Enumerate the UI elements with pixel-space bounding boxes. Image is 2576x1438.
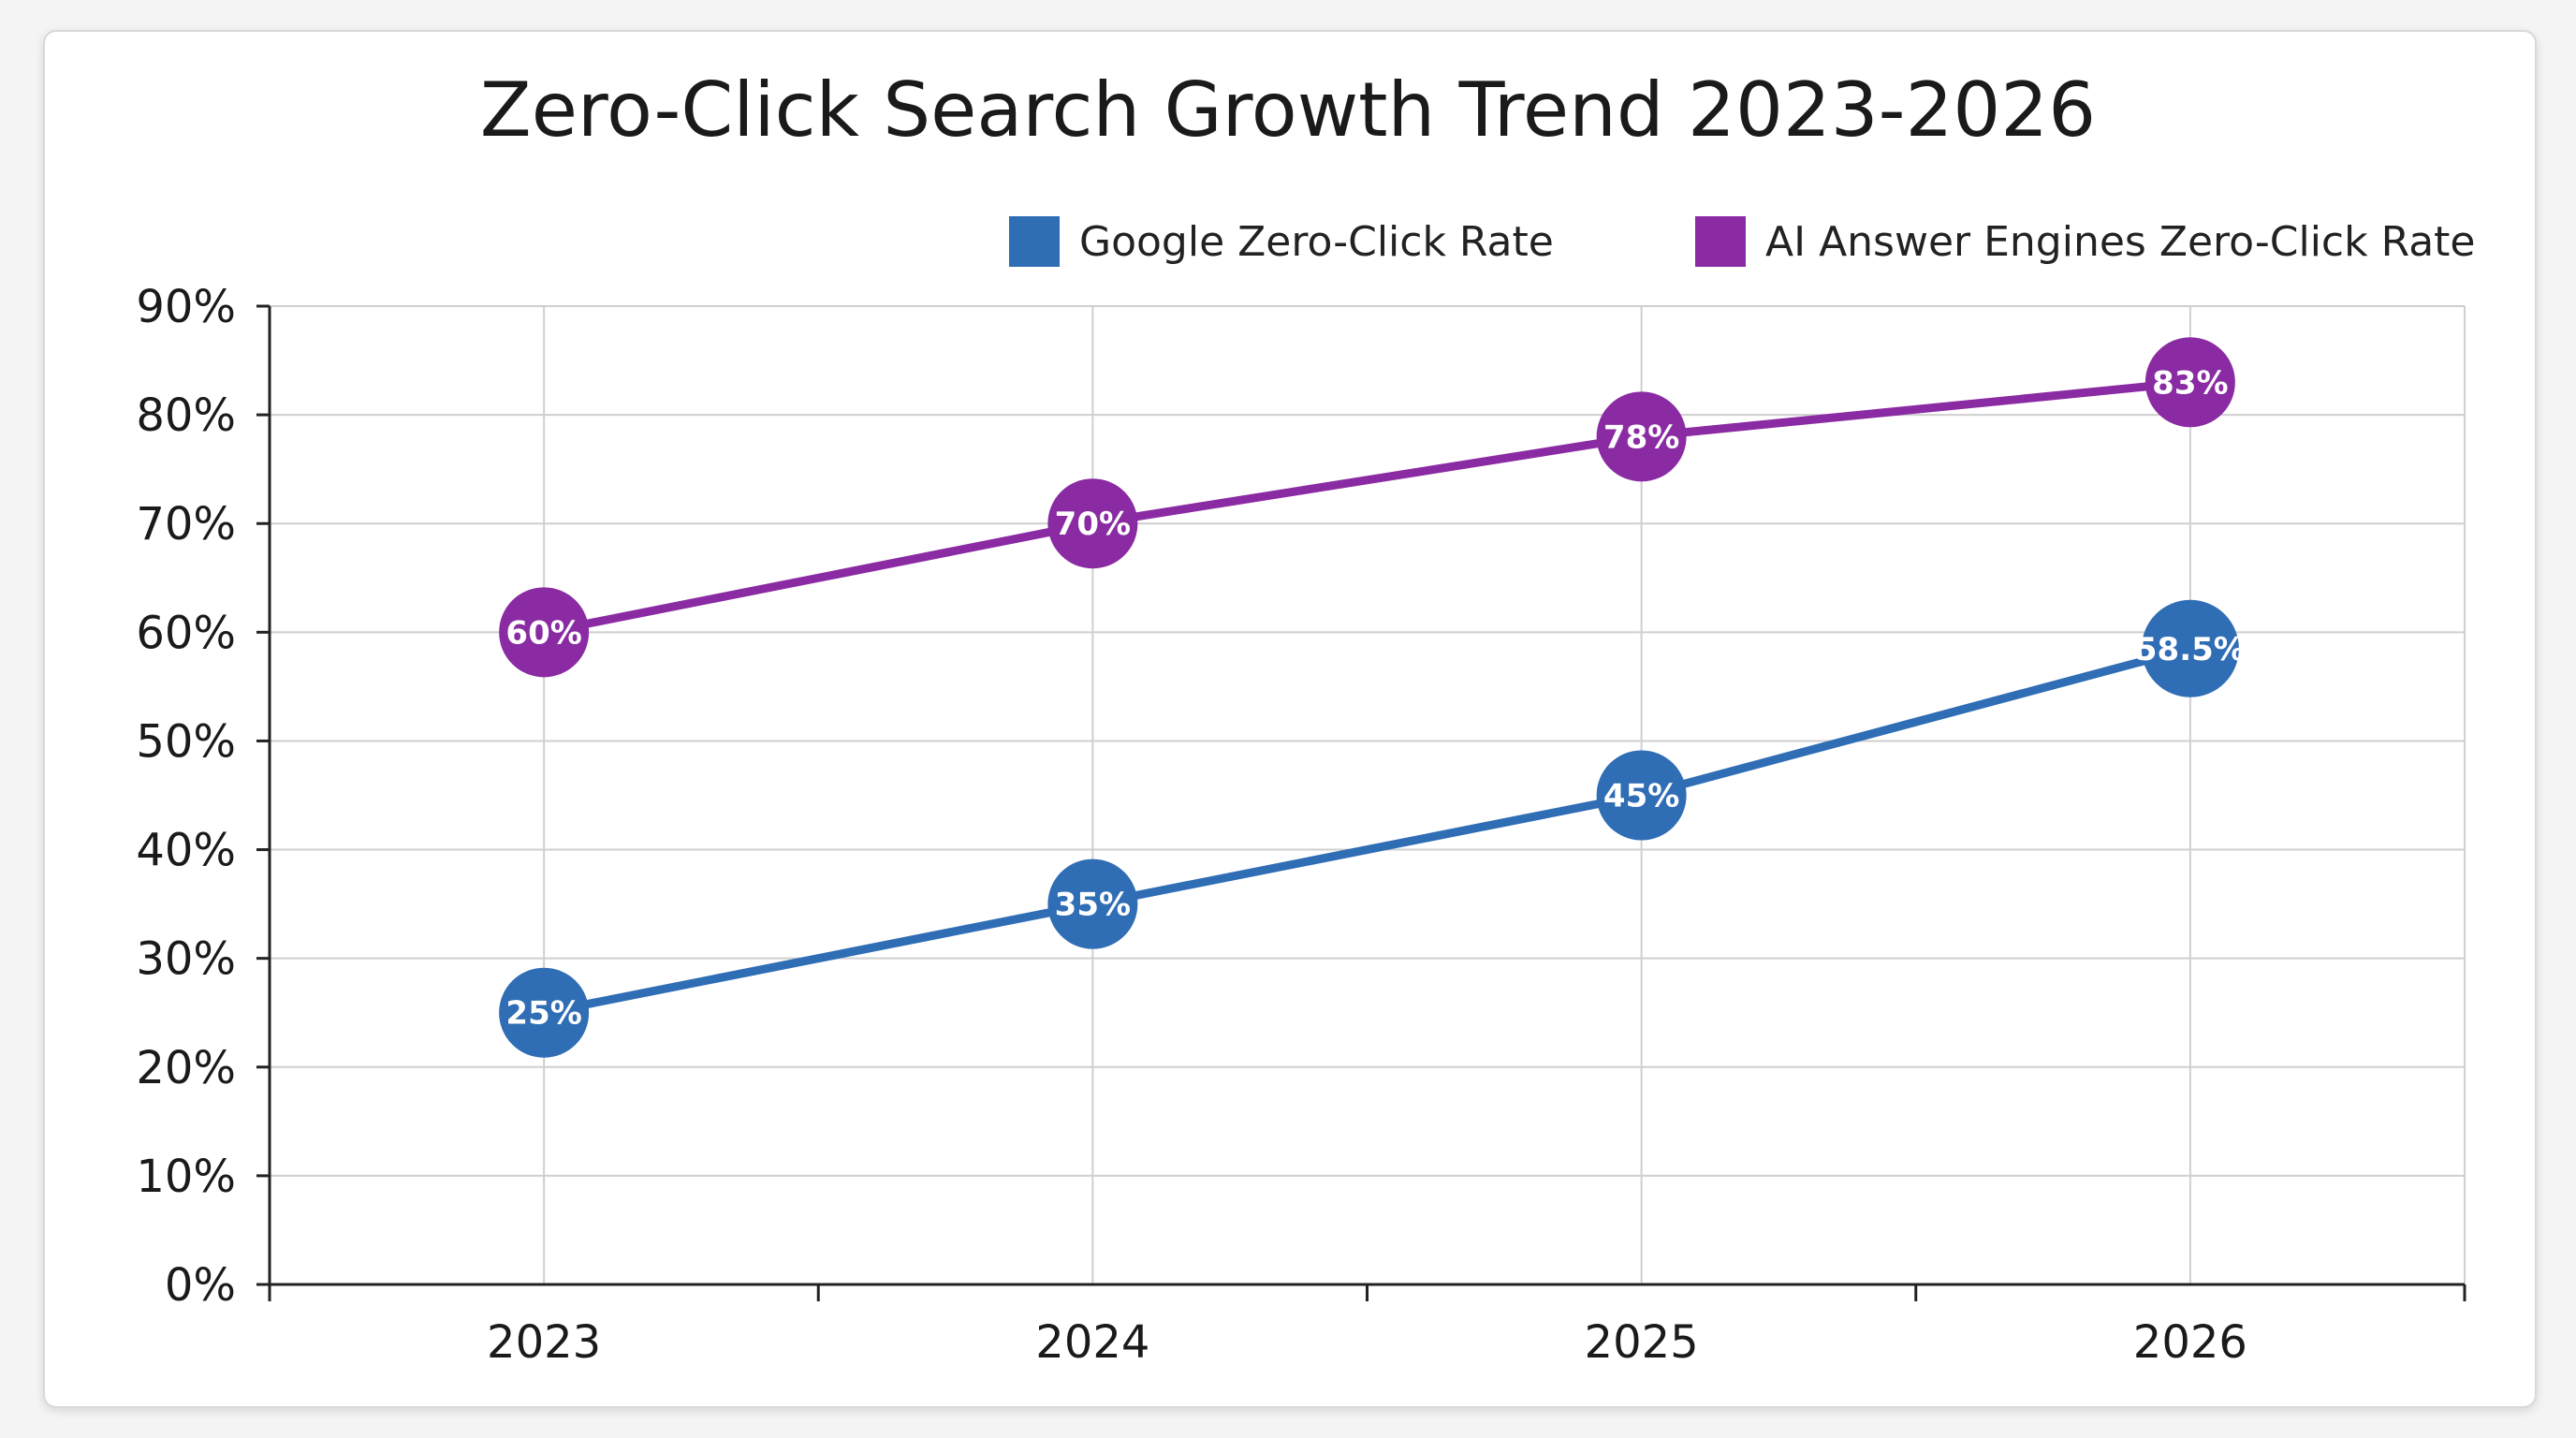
data-point xyxy=(2144,337,2235,428)
grid xyxy=(270,305,2466,1284)
data-label: 83% xyxy=(2152,364,2228,402)
data-label: 45% xyxy=(1603,778,1679,815)
data-point xyxy=(499,967,590,1058)
data-point xyxy=(499,587,590,678)
data-label: 70% xyxy=(1055,506,1131,543)
y-tick-label: 0% xyxy=(165,1259,236,1312)
chart-title: Zero-Click Search Growth Trend 2023-2026 xyxy=(480,66,2096,154)
x-tick-label: 2024 xyxy=(1035,1316,1149,1369)
legend: Google Zero-Click Rate AI Answer Engines … xyxy=(1009,216,2475,267)
chart-card xyxy=(43,30,2537,1408)
y-tick-label: 70% xyxy=(136,498,236,550)
legend-item: Google Zero-Click Rate xyxy=(1009,216,1554,267)
series-1: 60% 70% 78% 83% xyxy=(499,337,2235,678)
data-label: 35% xyxy=(1055,887,1131,924)
y-tick-label: 80% xyxy=(136,389,236,442)
legend-label: Google Zero-Click Rate xyxy=(1079,218,1554,266)
data-label: 58.5% xyxy=(2135,631,2246,668)
data-point xyxy=(1596,391,1687,482)
data-point xyxy=(1047,858,1138,949)
y-tick-label: 50% xyxy=(136,715,236,768)
data-label: 25% xyxy=(505,995,581,1033)
x-tick-label: 2025 xyxy=(1585,1316,1699,1369)
data-point xyxy=(2141,599,2239,697)
y-tick-label: 20% xyxy=(136,1042,236,1094)
y-tick-label: 90% xyxy=(136,281,236,333)
y-tick-label: 40% xyxy=(136,825,236,877)
data-point xyxy=(1596,750,1687,841)
series-0: 25% 35% 45% 58.5% xyxy=(499,599,2246,1058)
y-tick-label: 60% xyxy=(136,607,236,659)
axes xyxy=(256,304,2466,1301)
legend-swatch xyxy=(1009,216,1060,267)
series-group: 25% 35% 45% 58.5% 60% 70% 78% 83% xyxy=(499,337,2246,1058)
y-tick-label: 10% xyxy=(136,1151,236,1203)
legend-label: AI Answer Engines Zero-Click Rate xyxy=(1765,218,2475,266)
data-point xyxy=(1047,478,1138,569)
legend-item: AI Answer Engines Zero-Click Rate xyxy=(1695,216,2475,267)
x-tick-label: 2023 xyxy=(487,1316,601,1369)
y-tick-label: 30% xyxy=(136,933,236,986)
legend-swatch xyxy=(1695,216,1746,267)
data-label: 78% xyxy=(1603,418,1679,456)
series-line xyxy=(539,377,2195,637)
data-label: 60% xyxy=(505,614,581,652)
series-line xyxy=(539,644,2195,1018)
x-tick-label: 2026 xyxy=(2133,1316,2247,1369)
tick-labels: 0% 10% 20% 30% 40% 50% 60% 70% 80% 90% 2023 2024 202… xyxy=(136,281,2247,1369)
